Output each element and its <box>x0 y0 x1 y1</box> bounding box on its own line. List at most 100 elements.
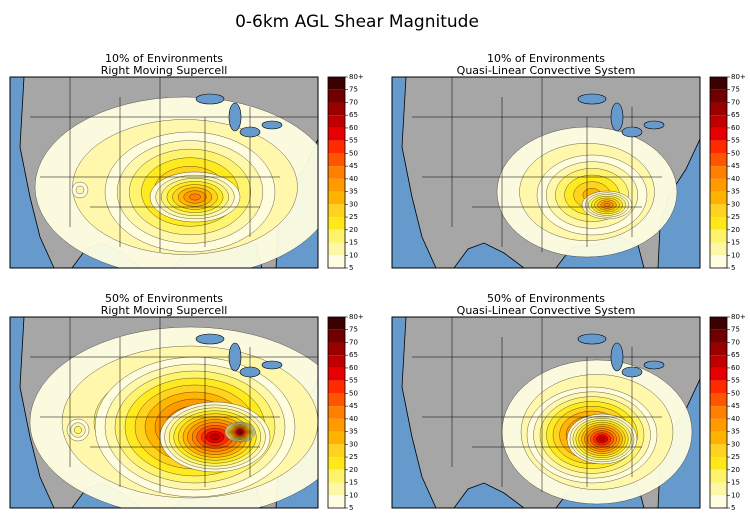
colorbar-band <box>710 77 727 90</box>
colorbar-band <box>328 342 345 356</box>
colorbar-label: 5 <box>349 504 353 512</box>
shade-contour <box>74 426 82 434</box>
colorbar-label: 25 <box>731 453 740 461</box>
colorbar-label: 65 <box>349 351 358 359</box>
colorbar-label: 15 <box>349 479 358 487</box>
colorbar-label: 5 <box>731 504 735 512</box>
colorbar-band <box>328 153 345 167</box>
colorbar-label: 70 <box>731 98 740 106</box>
colorbar-band <box>328 89 345 103</box>
shade-contour <box>75 185 85 195</box>
colorbar-band <box>710 469 727 483</box>
colorbar-band <box>710 317 727 330</box>
colorbar-label: 45 <box>731 162 740 170</box>
colorbar-band <box>710 393 727 407</box>
map-area <box>10 317 318 508</box>
colorbar-band <box>710 166 727 179</box>
lake <box>239 366 261 378</box>
colorbar-label: 20 <box>349 226 358 234</box>
colorbar-band <box>710 140 727 154</box>
colorbar-band <box>328 140 345 154</box>
map-area <box>10 77 318 268</box>
map-frame <box>391 316 701 509</box>
colorbar-band <box>710 444 727 458</box>
lake <box>195 333 225 345</box>
colorbar-band <box>710 178 727 192</box>
colorbar-label: 80+ <box>731 73 746 81</box>
colorbar-label: 70 <box>349 338 358 346</box>
colorbar-band <box>710 457 727 470</box>
shade-contour <box>598 436 606 442</box>
colorbar-band <box>710 355 727 368</box>
colorbar-label: 25 <box>349 453 358 461</box>
panel-title: Quasi-Linear Convective System <box>457 304 636 317</box>
panel-title: 10% of Environments <box>105 52 223 65</box>
lake <box>621 366 643 378</box>
colorbar-band <box>328 102 345 116</box>
colorbar-label: 40 <box>349 175 358 183</box>
colorbar-label: 45 <box>731 402 740 410</box>
colorbar-label: 75 <box>731 326 740 334</box>
colorbar-band <box>328 204 345 218</box>
colorbar-band <box>328 178 345 192</box>
colorbar-label: 45 <box>349 402 358 410</box>
colorbar-label: 75 <box>349 326 358 334</box>
colorbar-band <box>328 367 345 381</box>
lake <box>261 360 283 370</box>
colorbar-band <box>710 153 727 167</box>
colorbar-band <box>328 77 345 90</box>
lake <box>643 120 665 130</box>
colorbar-band <box>328 444 345 458</box>
colorbar-band <box>710 89 727 103</box>
lake <box>261 120 283 130</box>
colorbar-label: 30 <box>349 440 358 448</box>
colorbar-label: 30 <box>349 200 358 208</box>
lake <box>239 126 261 138</box>
colorbar-label: 40 <box>731 175 740 183</box>
colorbar-band <box>328 217 345 230</box>
colorbar-band <box>328 406 345 419</box>
map-panel <box>391 76 701 269</box>
colorbar-label: 80+ <box>349 313 364 321</box>
colorbar-label: 55 <box>731 137 740 145</box>
lake <box>621 126 643 138</box>
colorbar-label: 60 <box>731 124 740 132</box>
colorbar-band <box>710 406 727 419</box>
colorbar-band <box>328 355 345 368</box>
colorbar-band <box>710 191 727 205</box>
lake <box>610 102 624 132</box>
colorbar-label: 55 <box>731 377 740 385</box>
map-area <box>392 317 700 508</box>
lake <box>577 93 607 105</box>
colorbar-label: 15 <box>731 239 740 247</box>
colorbar-band <box>710 115 727 128</box>
colorbar-frame <box>709 76 728 269</box>
colorbar-band <box>710 255 727 268</box>
colorbar-band <box>328 495 345 508</box>
colorbar-label: 10 <box>731 251 740 259</box>
map-panel <box>9 76 319 269</box>
colorbar-band <box>710 495 727 508</box>
colorbar-label: 45 <box>349 162 358 170</box>
colorbar-band <box>328 191 345 205</box>
colorbar-label: 35 <box>731 188 740 196</box>
colorbar-band <box>710 380 727 394</box>
colorbar-label: 20 <box>731 466 740 474</box>
map-area <box>392 77 700 268</box>
colorbar-band <box>328 457 345 470</box>
colorbar-label: 65 <box>731 111 740 119</box>
colorbar-label: 30 <box>731 440 740 448</box>
colorbar-label: 75 <box>731 86 740 94</box>
lake <box>228 342 242 372</box>
map-frame <box>391 76 701 269</box>
colorbar-band <box>328 431 345 445</box>
colorbar-band <box>328 166 345 179</box>
colorbar-label: 80+ <box>731 313 746 321</box>
colorbar-label: 50 <box>349 149 358 157</box>
colorbar-label: 65 <box>349 111 358 119</box>
shade-contour <box>238 431 242 433</box>
colorbar-frame <box>709 316 728 509</box>
figure-title: 0-6km AGL Shear Magnitude <box>235 12 479 32</box>
colorbar-band <box>710 217 727 230</box>
colorbar-band <box>328 229 345 243</box>
